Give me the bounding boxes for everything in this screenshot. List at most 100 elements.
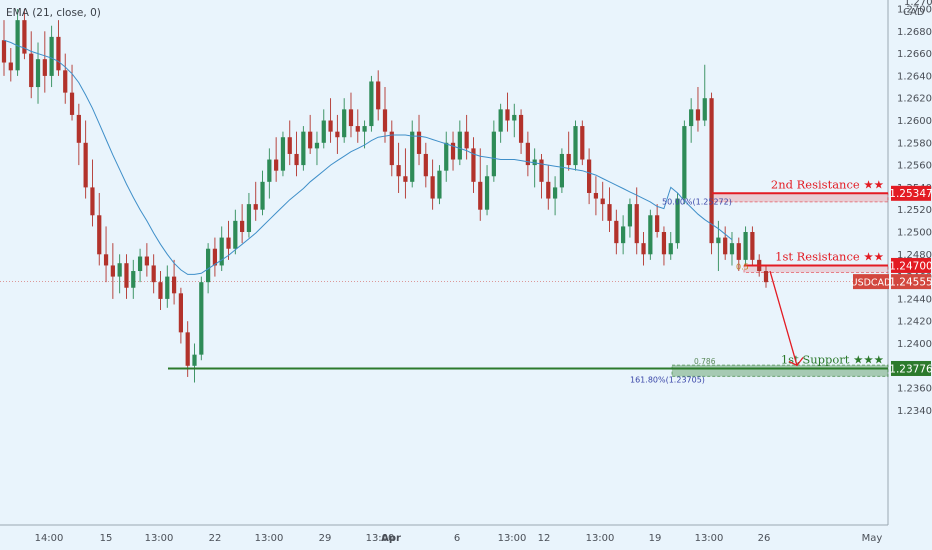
- candle: [410, 120, 415, 188]
- candle: [641, 232, 646, 266]
- candle-body: [736, 243, 741, 260]
- candle: [233, 209, 238, 255]
- candle: [593, 176, 599, 216]
- candle-body: [586, 159, 592, 193]
- candle: [729, 232, 735, 266]
- candle: [274, 137, 279, 182]
- candle: [736, 237, 741, 272]
- candle: [124, 254, 129, 299]
- candle-body: [83, 142, 88, 188]
- candle-body: [389, 131, 394, 166]
- candle: [763, 265, 769, 288]
- candle-body: [593, 192, 599, 199]
- candle: [192, 343, 197, 383]
- candle: [246, 192, 252, 238]
- candle-body: [512, 114, 517, 121]
- price-tick-label: 1.25600: [897, 161, 932, 172]
- candle: [695, 87, 701, 132]
- candle-body: [314, 142, 320, 149]
- candle: [600, 181, 605, 221]
- candle: [362, 120, 367, 149]
- candle: [83, 120, 88, 199]
- candle: [559, 148, 565, 193]
- candle-body: [294, 153, 299, 166]
- candle-body: [137, 256, 143, 272]
- resistance-2-price-tag-bg: [891, 185, 931, 201]
- candle-body: [76, 114, 81, 143]
- candle: [389, 120, 394, 177]
- candle-body: [750, 232, 755, 260]
- candle-body: [716, 237, 721, 244]
- price-tick-label: 1.23600: [897, 384, 932, 395]
- time-tick-label: May: [862, 533, 883, 544]
- candle-body: [457, 131, 462, 160]
- candle-body: [355, 126, 360, 132]
- candle-body: [110, 265, 115, 277]
- candle-body: [69, 92, 75, 115]
- candle-body: [552, 187, 558, 199]
- time-tick-label: 6: [454, 533, 460, 544]
- candle-body: [219, 237, 224, 266]
- price-tick-label: 1.25800: [897, 138, 932, 149]
- candle-body: [240, 220, 245, 232]
- price-tick-label: 1.24200: [897, 317, 932, 328]
- candle: [403, 148, 408, 199]
- candle: [8, 48, 13, 82]
- candle-body: [97, 215, 102, 255]
- candle-body: [423, 153, 428, 177]
- level-stars: ★★★: [853, 352, 884, 366]
- candle-body: [484, 176, 490, 210]
- candle-body: [559, 153, 565, 188]
- price-tick-label: 1.26000: [897, 116, 932, 127]
- candle: [335, 114, 340, 154]
- candle-body: [280, 137, 286, 171]
- candle: [484, 165, 490, 216]
- candle-body: [42, 59, 47, 76]
- price-tick-label: 1.26800: [897, 27, 932, 38]
- candle: [723, 226, 728, 260]
- candle-body: [729, 243, 735, 255]
- candle-body: [212, 248, 218, 266]
- candle: [580, 120, 585, 166]
- candle-body: [362, 126, 367, 132]
- candle-body: [321, 120, 326, 143]
- candle-body: [763, 271, 769, 283]
- candle: [49, 25, 54, 88]
- candle: [1, 20, 7, 76]
- indicator-label: EMA (21, close, 0): [6, 7, 101, 19]
- time-tick-label: 19: [649, 533, 662, 544]
- candle-body: [505, 109, 510, 121]
- candle: [423, 142, 428, 188]
- candle-body: [205, 248, 211, 283]
- ema-line: [3, 39, 733, 275]
- candle-body: [342, 109, 347, 138]
- candle-body: [233, 220, 238, 249]
- candle: [22, 9, 27, 60]
- candle: [573, 120, 578, 171]
- candle-body: [675, 198, 680, 244]
- price-tick-label: 1.24400: [897, 294, 932, 305]
- candle: [376, 70, 381, 121]
- candle: [627, 198, 633, 238]
- fib-label: 50.00%(1.25272): [662, 198, 732, 207]
- candle-body: [260, 181, 265, 210]
- resistance-2-zone: [711, 192, 889, 203]
- candle: [260, 170, 265, 216]
- candle-body: [546, 181, 551, 199]
- candle-body: [444, 142, 449, 171]
- candle: [457, 120, 462, 166]
- candle-body: [498, 109, 503, 132]
- candle-body: [648, 215, 653, 255]
- candle: [321, 109, 326, 149]
- candle-body: [56, 36, 61, 71]
- time-tick-label: 13:00: [366, 533, 395, 544]
- fib-label: 0.5: [736, 262, 749, 271]
- candle-body: [695, 109, 701, 121]
- candle: [144, 243, 149, 277]
- level-name: 2nd Resistance: [771, 177, 860, 191]
- forecast-arrow: [769, 270, 804, 367]
- candle: [29, 31, 34, 99]
- candle-body: [580, 126, 585, 160]
- price-tick-label: 1.24800: [897, 250, 932, 261]
